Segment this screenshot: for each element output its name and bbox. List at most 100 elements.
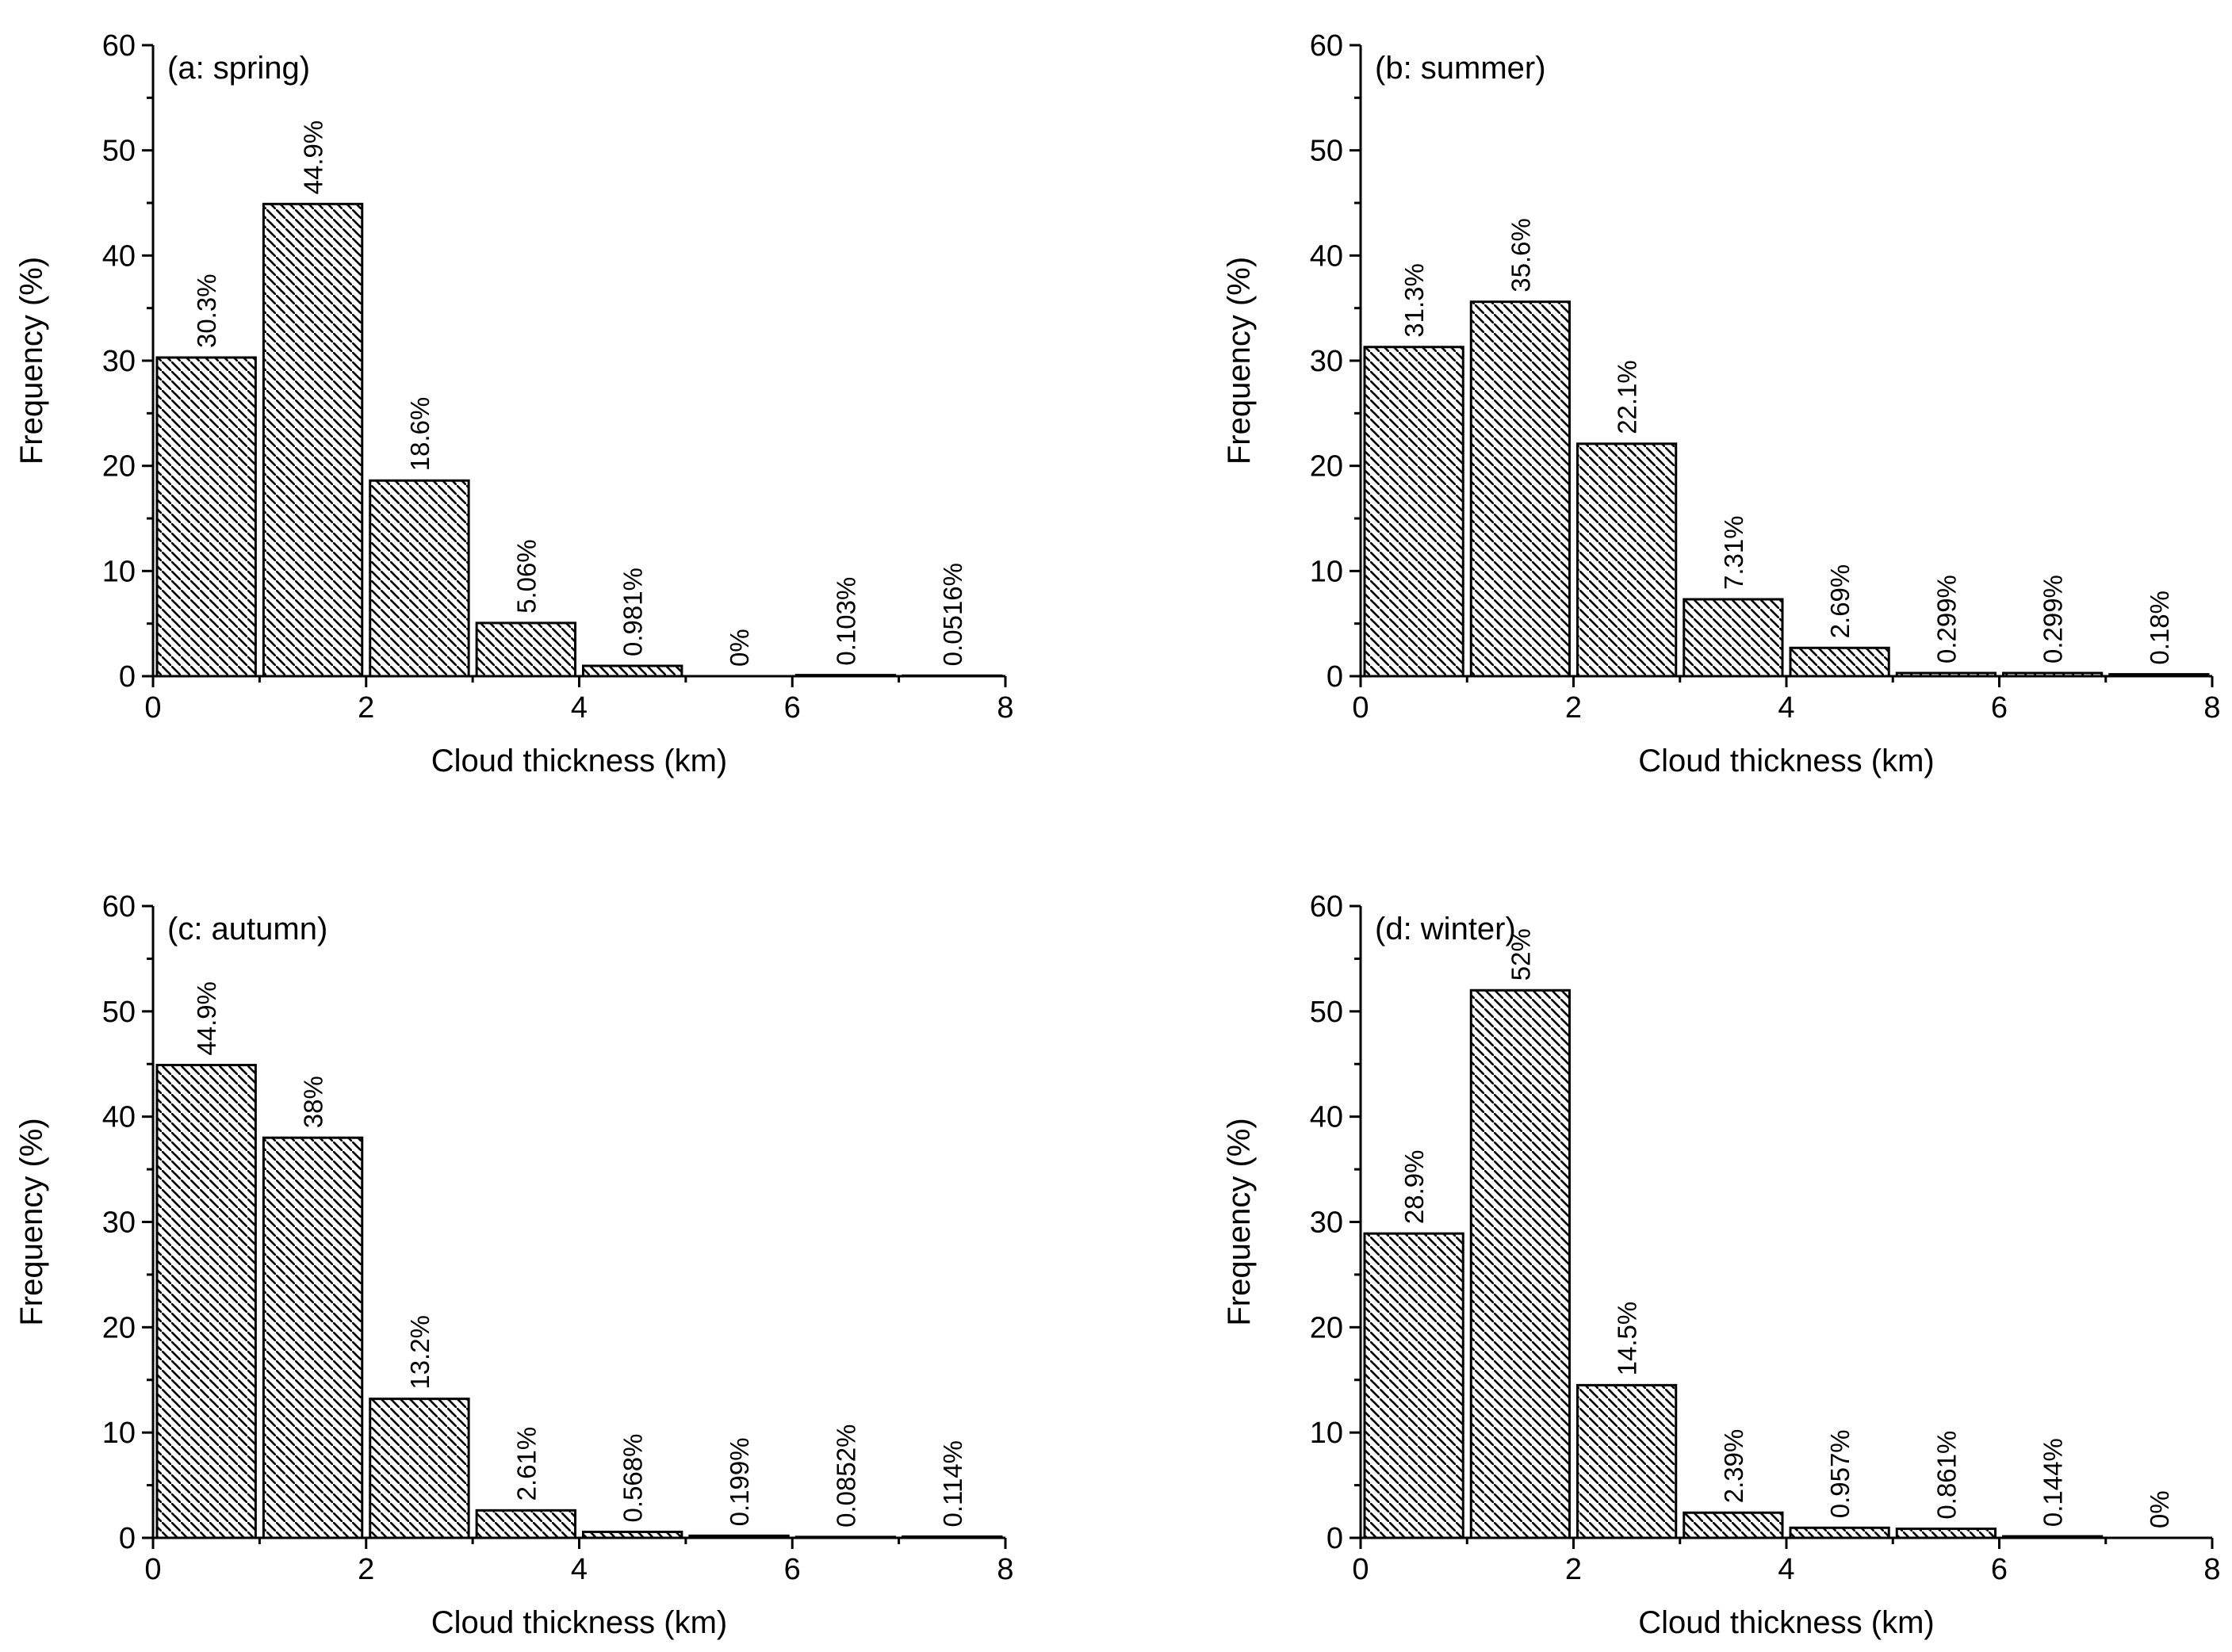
bar-label-winter-3: 2.39% (1719, 1429, 1748, 1504)
bar-label-spring-1: 44.9% (299, 120, 328, 195)
x-tick-label-spring-2: 4 (571, 691, 588, 725)
y-tick-label-spring-2: 20 (102, 450, 136, 484)
bar-summer-0 (1363, 346, 1464, 678)
y-tick-label-summer-2: 20 (1310, 450, 1343, 484)
y-tick-label-summer-3: 30 (1310, 345, 1343, 378)
y-tick-label-autumn-5: 50 (102, 996, 136, 1029)
bar-summer-2 (1576, 442, 1678, 678)
x-tick-label-autumn-4: 8 (997, 1553, 1013, 1586)
x-tick-label-spring-1: 2 (358, 691, 374, 725)
bar-autumn-1 (262, 1136, 364, 1539)
y-tick-label-autumn-1: 10 (102, 1417, 136, 1450)
bar-spring-0 (155, 356, 257, 678)
y-tick-label-summer-1: 10 (1310, 555, 1343, 588)
x-tick-label-autumn-0: 0 (144, 1553, 161, 1586)
x-tick-label-spring-4: 8 (997, 691, 1013, 725)
y-tick-label-summer-5: 50 (1310, 135, 1343, 168)
bar-label-spring-0: 30.3% (192, 273, 221, 348)
x-tick-label-spring-0: 0 (144, 691, 161, 725)
y-tick-label-spring-4: 40 (102, 239, 136, 273)
bar-autumn-2 (369, 1398, 470, 1539)
y-tick-label-spring-3: 30 (102, 345, 136, 378)
bar-label-autumn-5: 0.199% (725, 1437, 754, 1526)
y-tick-label-winter-1: 10 (1310, 1417, 1343, 1450)
x-tick-label-summer-0: 0 (1352, 691, 1369, 725)
chart-panel-autumn: 44.9% 38% 13.2% 2.61% 0.568% 0.199% 0.0852% 0.1… (14, 890, 1014, 1640)
y-tick-label-winter-6: 60 (1310, 890, 1343, 924)
x-axis-title-winter: Cloud thickness (km) (1638, 1605, 1934, 1640)
x-axis-title-spring: Cloud thickness (km) (431, 744, 727, 778)
y-tick-label-winter-5: 50 (1310, 996, 1343, 1029)
bar-label-summer-4: 2.69% (1825, 564, 1855, 639)
y-axis-title-spring: Frequency (%) (14, 257, 49, 465)
bar-label-winter-5: 0.861% (1931, 1431, 1961, 1520)
bar-label-winter-7: 0% (2145, 1490, 2174, 1528)
chart-panel-spring: 30.3% 44.9% 18.6% 5.06% 0.981% 0% 0.103% 0.0516… (14, 29, 1014, 778)
y-axis-title-summer: Frequency (%) (1222, 257, 1257, 465)
bar-label-autumn-3: 2.61% (511, 1427, 541, 1501)
bar-autumn-3 (475, 1509, 576, 1539)
x-tick-label-winter-2: 4 (1778, 1553, 1794, 1586)
y-axis-title-winter: Frequency (%) (1222, 1118, 1257, 1325)
chart-panel-summer: 31.3% 35.6% 22.1% 7.31% 2.69% 0.299% 0.299% 0.1… (1222, 29, 2221, 778)
x-tick-label-winter-1: 2 (1565, 1553, 1582, 1586)
bar-label-autumn-1: 38% (299, 1076, 328, 1128)
bar-winter-5 (1895, 1528, 1997, 1539)
y-axis-title-autumn: Frequency (%) (14, 1118, 49, 1325)
bar-label-autumn-0: 44.9% (192, 981, 221, 1056)
bar-spring-4 (582, 664, 683, 678)
bar-autumn-0 (155, 1064, 257, 1539)
chart-panel-winter: 28.9% 52% 14.5% 2.39% 0.957% 0.861% 0.144% 0% 0 2… (1222, 890, 2221, 1640)
y-tick-label-spring-0: 0 (119, 660, 136, 694)
x-tick-label-summer-1: 2 (1565, 691, 1582, 725)
bar-label-autumn-2: 13.2% (405, 1315, 435, 1390)
x-tick-label-winter-4: 8 (2203, 1553, 2220, 1586)
bar-spring-1 (262, 202, 364, 678)
y-tick-label-autumn-6: 60 (102, 890, 136, 924)
panel-title-autumn: (c: autumn) (167, 912, 327, 946)
bar-label-spring-3: 5.06% (511, 539, 541, 614)
bar-spring-3 (475, 621, 576, 678)
y-tick-label-autumn-3: 30 (102, 1206, 136, 1240)
y-tick-label-winter-0: 0 (1327, 1522, 1343, 1555)
bar-label-spring-5: 0% (725, 629, 754, 667)
bar-winter-3 (1683, 1511, 1784, 1539)
y-tick-label-spring-1: 10 (102, 555, 136, 588)
y-tick-label-winter-4: 40 (1310, 1101, 1343, 1134)
x-tick-label-autumn-3: 6 (784, 1553, 801, 1586)
x-tick-label-summer-4: 8 (2203, 691, 2220, 725)
bar-label-summer-7: 0.18% (2145, 591, 2174, 665)
bar-label-spring-2: 18.6% (405, 397, 435, 472)
bar-summer-3 (1683, 598, 1784, 678)
bar-winter-1 (1469, 989, 1571, 1539)
bar-winter-0 (1363, 1232, 1464, 1539)
x-tick-label-summer-3: 6 (1991, 691, 2008, 725)
panel-title-winter: (d: winter) (1375, 912, 1516, 946)
y-tick-label-summer-4: 40 (1310, 239, 1343, 273)
panel-title-summer: (b: summer) (1375, 51, 1546, 86)
y-tick-label-summer-6: 60 (1310, 29, 1343, 63)
bar-label-autumn-7: 0.114% (938, 1440, 967, 1527)
bar-label-summer-0: 31.3% (1399, 263, 1429, 338)
x-axis-title-summer: Cloud thickness (km) (1638, 744, 1934, 778)
bar-summer-4 (1789, 646, 1890, 678)
bar-summer-1 (1469, 300, 1571, 678)
bar-label-summer-1: 35.6% (1506, 218, 1535, 293)
y-tick-label-winter-2: 20 (1310, 1311, 1343, 1344)
x-tick-label-winter-0: 0 (1352, 1553, 1369, 1586)
bar-label-winter-4: 0.957% (1825, 1429, 1855, 1518)
y-tick-label-autumn-0: 0 (119, 1522, 136, 1555)
x-tick-label-winter-3: 6 (1991, 1553, 2008, 1586)
bar-label-summer-6: 0.299% (2039, 575, 2068, 663)
bar-label-winter-2: 14.5% (1613, 1302, 1642, 1376)
bar-label-summer-2: 22.1% (1613, 360, 1642, 434)
y-tick-label-winter-3: 30 (1310, 1206, 1343, 1240)
bar-winter-2 (1576, 1383, 1678, 1539)
bar-label-spring-4: 0.981% (618, 568, 648, 656)
bar-label-summer-5: 0.299% (1931, 575, 1961, 663)
bar-spring-2 (369, 479, 470, 678)
y-tick-label-summer-0: 0 (1327, 660, 1343, 694)
y-tick-label-spring-5: 50 (102, 135, 136, 168)
bar-winter-4 (1789, 1526, 1890, 1539)
